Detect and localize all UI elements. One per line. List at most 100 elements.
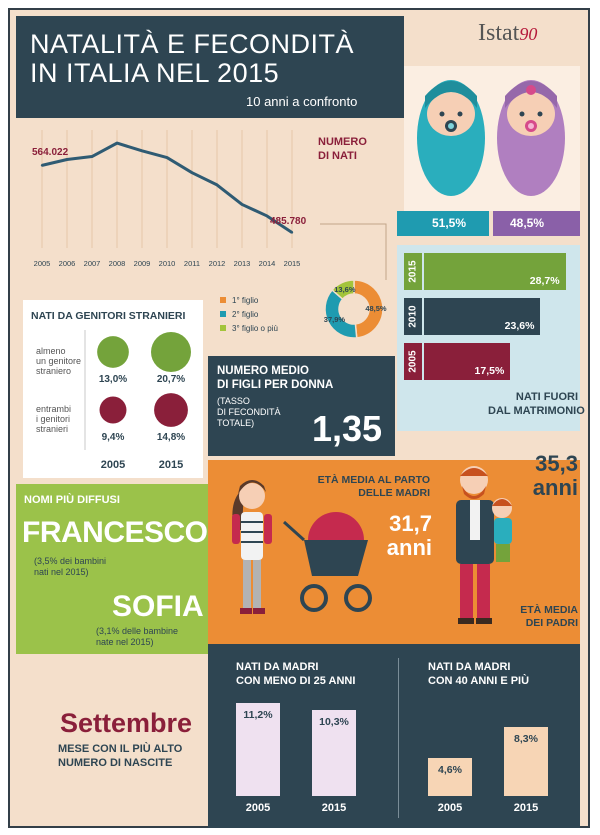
legend-swatch [220,297,226,303]
mother-icon [232,480,272,614]
foreign-year-label: 2015 [159,459,183,471]
births-point [90,155,94,158]
female-bar [493,211,580,236]
legend-label: 1° figlio [232,296,259,305]
mother-bar-year: 2015 [321,802,347,814]
stroller-icon [282,512,372,612]
donut-value-label: 37,9% [324,315,346,324]
foreign-value-label: 20,7% [157,374,185,385]
wedlock-title-line-1: NATI FUORI [515,391,578,403]
births-point [65,158,69,161]
births-point [165,156,169,159]
x-tick-label: 2006 [59,259,76,268]
births-label-last: 485.780 [270,216,307,227]
births-line-chart: 2005 2006 2007 2008 2009 2010 2011 2012 2013 2014… [32,130,387,280]
foreign-title: NATI DA GENITORI STRANIERI [31,310,186,322]
peak-month: Settembre [60,708,193,738]
names-panel [16,484,208,654]
male-label: 51,5% [432,216,467,230]
births-label-first: 564.022 [32,147,69,158]
mothers-divider [398,658,399,818]
boy-name: FRANCESCO [22,516,208,549]
title-line-2: IN ITALIA NEL 2015 [30,58,280,88]
subtitle: 10 anni a confronto [246,94,358,109]
births-point [240,203,244,206]
babies-illustration [417,80,565,196]
wedlock-value-label: 28,7% [529,275,560,287]
mother-bar [504,726,548,796]
legend-label: 2° figlio [232,310,259,319]
fertility-title: NUMERO MEDIO DI FIGLI PER DONNA [217,365,334,391]
parents-illustration [232,466,512,624]
births-point [40,164,44,167]
births-point [215,183,219,187]
mother-bar [428,757,472,796]
wedlock-year-label: 2010 [404,298,422,335]
mother-bar-value: 4,6% [438,763,462,776]
names-title: NOMI PIÙ DIFFUSI [24,494,120,506]
foreign-bubble [154,393,188,427]
father-icon [456,466,494,624]
mother-bar-value: 10,3% [319,716,349,729]
births-point [115,141,119,145]
girl-note: (3,1% delle bambine nate nel 2015) [96,626,179,647]
wedlock-year-tab [404,253,422,290]
x-tick-label: 2007 [84,259,101,268]
wedlock-year-label: 2005 [404,343,422,380]
young-mothers-title: NATI DA MADRI CON MENO DI 25 ANNI [236,661,356,687]
donut-slice [331,279,355,301]
wedlock-bar [424,343,511,380]
mother-bar [236,702,280,796]
mother-bar-year: 2005 [437,802,463,814]
foreign-value-label: 13,0% [99,374,127,385]
x-tick-label: 2009 [134,259,151,268]
donut-slice [353,279,384,339]
donut-value-label: 48,5% [365,304,387,313]
legend-swatch [220,311,226,317]
wedlock-year-text: 2005 [407,350,419,373]
x-tick-label: 2005 [34,259,51,268]
wedlock-value-label: 23,6% [504,320,535,332]
x-tick-label: 2013 [234,259,251,268]
title-panel [16,16,404,118]
peak-month-caption: MESE CON IL PIÙ ALTO NUMERO DI NASCITE [58,743,183,769]
wedlock-year-tab [404,298,422,335]
mother-bar [312,710,356,796]
wedlock-year-label: 2015 [404,253,422,290]
births-title: NUMERO DI NATI [318,135,367,163]
foreign-row2-label: entrambi i genitori stranieri [36,404,72,434]
wedlock-title-line-2: DAL MATRIMONIO [488,405,585,417]
wedlock-bar [424,298,541,335]
foreign-value-label: 9,4% [102,432,125,443]
wedlock-bar [424,253,566,290]
older-mothers-title: NATI DA MADRI CON 40 ANNI E PIÙ [428,661,530,687]
wedlock-value-label: 17,5% [474,365,505,377]
baby-boy-icon [417,80,485,196]
wedlock-year-text: 2015 [407,260,419,283]
x-tick-label: 2008 [109,259,126,268]
foreign-bubble [99,396,127,424]
births-point [140,149,144,152]
mother-age-value: 31,7 anni [386,511,432,560]
legend-swatch [220,325,226,331]
mother-age-title: ETÀ MEDIA AL PARTO DELLE MADRI [317,474,430,499]
wedlock-year-tab [404,343,422,380]
x-tick-label: 2011 [184,259,200,268]
girl-name: SOFIA [112,590,204,623]
mother-bar-year: 2005 [245,802,271,814]
fertility-panel [208,356,395,456]
foreign-bubble [151,332,191,372]
x-tick-label: 2014 [259,259,276,268]
birth-order-chart: 1° figlio 2° figlio 3° figlio o più 48,5% 37… [220,279,387,339]
fertility-note: (TASSO DI FECONDITÀ TOTALE) [217,396,281,428]
logo-text: Istat [478,20,520,46]
x-tick-label: 2015 [284,259,301,268]
age-panel [208,460,580,644]
x-tick-label: 2010 [159,259,176,268]
boy-note: (3,5% dei bambini nati nel 2015) [34,556,107,577]
foreign-bubble-chart: 13,0% 20,7% 9,4% 14,8% 2005 2015 [84,330,191,471]
donut-value-label: 13,6% [334,285,356,294]
male-bar [397,211,490,236]
wedlock-year-text: 2010 [407,305,419,328]
